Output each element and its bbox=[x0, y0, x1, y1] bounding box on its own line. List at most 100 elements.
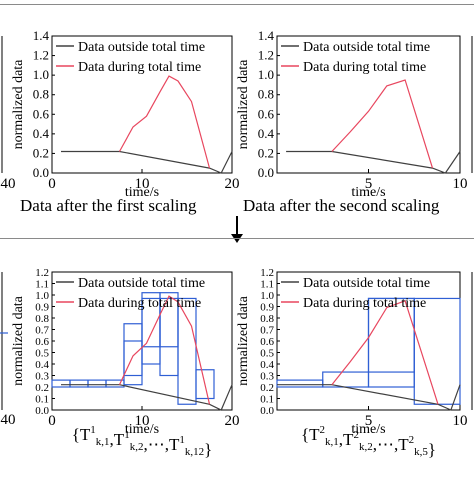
y-tick-label: 0.5 bbox=[35, 348, 49, 360]
caption-part: } bbox=[428, 440, 436, 459]
series-during-line bbox=[331, 300, 439, 405]
caption-part: 1 bbox=[90, 424, 96, 436]
time-window-box bbox=[87, 379, 107, 388]
time-window-box bbox=[276, 379, 324, 388]
x-tick-label: 10 bbox=[135, 176, 150, 192]
chart-panel-2: 0.0 0.2 0.4 0.6 0.8 1.0 1.2 1.4 5 10 time/s normali… bbox=[236, 28, 468, 200]
y-tick-label: 0.7 bbox=[260, 325, 274, 337]
caption-first-scaling: Data after the first scaling bbox=[20, 196, 197, 215]
divider-line bbox=[0, 238, 474, 239]
legend-label-outside: Data outside total time bbox=[78, 276, 205, 291]
y-tick-label: 0.0 bbox=[35, 405, 49, 417]
x-tick-label: 20 bbox=[225, 176, 240, 192]
x-tick-label: 10 bbox=[453, 176, 468, 192]
y-tick-label: 0.2 bbox=[35, 382, 49, 394]
y-tick-label: 0.4 bbox=[258, 126, 275, 141]
y-tick-label: 0.4 bbox=[33, 126, 50, 141]
x-tick-label: 0 bbox=[48, 176, 56, 192]
y-tick-label: 0.8 bbox=[33, 87, 49, 102]
y-axis-label: normalized data bbox=[236, 295, 251, 386]
y-tick-label: 0.1 bbox=[260, 394, 274, 406]
y-tick-label: 1.2 bbox=[33, 48, 49, 63]
y-tick-label: 0.0 bbox=[33, 165, 49, 180]
y-tick-label: 0.4 bbox=[35, 359, 49, 371]
y-tick-label: 0.3 bbox=[35, 371, 49, 383]
y-tick-label: 0.8 bbox=[35, 313, 49, 325]
y-tick-label: 0.6 bbox=[35, 336, 49, 348]
caption-part: ,T bbox=[339, 430, 354, 449]
y-tick-label: 1.1 bbox=[35, 279, 49, 291]
caption-set-notation: {T2k,1,T2k,2,⋯,T2k,5} bbox=[301, 424, 436, 459]
caption-part: 2 bbox=[409, 434, 415, 446]
y-tick-label: 0.6 bbox=[33, 106, 50, 121]
legend-label-outside: Data outside total time bbox=[303, 276, 430, 291]
y-tick-label: 0.9 bbox=[260, 302, 274, 314]
y-tick-label: 1.2 bbox=[260, 267, 274, 279]
caption-part: 2 bbox=[353, 429, 359, 441]
y-tick-label: 0.2 bbox=[258, 145, 274, 160]
plot-frame bbox=[276, 35, 461, 174]
caption-part: k,1 bbox=[325, 436, 339, 448]
y-tick-label: 0.6 bbox=[260, 336, 274, 348]
caption-set-notation: {T1k,1,T1k,2,⋯,T1k,12} bbox=[72, 424, 213, 459]
y-tick-label: 0.7 bbox=[35, 325, 49, 337]
x-tick-label: 20 bbox=[225, 413, 240, 429]
y-tick-label: 1.2 bbox=[258, 48, 274, 63]
caption-part: k,2 bbox=[130, 441, 144, 453]
y-tick-label: 0.0 bbox=[258, 165, 274, 180]
y-tick-label: 1.2 bbox=[35, 267, 49, 279]
time-window-box bbox=[69, 379, 89, 388]
y-tick-label: 0.5 bbox=[260, 348, 274, 360]
x-tick-label: 10 bbox=[453, 413, 468, 429]
caption-part: } bbox=[204, 440, 212, 459]
x-tick-label: 5 bbox=[365, 176, 373, 192]
caption-part: {T bbox=[72, 425, 91, 444]
caption-part: k,12 bbox=[185, 446, 204, 458]
y-axis-label: normalized data bbox=[11, 59, 26, 150]
x-axis-label: time/s bbox=[351, 422, 385, 437]
time-window-box bbox=[195, 369, 215, 400]
caption-part: ,⋯,T bbox=[143, 435, 180, 454]
series-during-line bbox=[331, 79, 434, 169]
y-tick-label: 1.4 bbox=[258, 28, 275, 43]
x-tick-label: 5 bbox=[365, 413, 373, 429]
legend-label-during: Data during total time bbox=[303, 296, 426, 311]
y-tick-label: 0.8 bbox=[260, 313, 274, 325]
legend-label-during: Data during total time bbox=[303, 60, 426, 75]
x-axis-label: time/s bbox=[125, 422, 159, 437]
y-tick-label: 1.1 bbox=[260, 279, 274, 291]
y-axis-label: normalized data bbox=[236, 59, 251, 150]
x-tick-label: 10 bbox=[135, 413, 150, 429]
caption-part: k,1 bbox=[96, 436, 110, 448]
caption-part: 2 bbox=[320, 424, 326, 436]
y-tick-label: 0.8 bbox=[258, 87, 274, 102]
caption-part: k,2 bbox=[359, 441, 373, 453]
y-tick-label: 1.0 bbox=[258, 67, 274, 82]
caption-part: {T bbox=[301, 425, 320, 444]
y-tick-label: 0.6 bbox=[258, 106, 275, 121]
top-divider-line bbox=[0, 4, 474, 5]
x-axis-label: time/s bbox=[125, 185, 159, 200]
time-window-box bbox=[177, 297, 197, 405]
y-tick-label: 0.3 bbox=[260, 371, 274, 383]
y-tick-label: 0.2 bbox=[260, 382, 274, 394]
legend-label-outside: Data outside total time bbox=[78, 40, 205, 55]
x-axis-label: time/s bbox=[351, 185, 385, 200]
caption-part: ,⋯,T bbox=[373, 435, 410, 454]
y-tick-label: 0.9 bbox=[35, 302, 49, 314]
y-tick-label: 1.0 bbox=[33, 67, 49, 82]
time-window-box bbox=[51, 379, 71, 388]
y-tick-label: 1.4 bbox=[33, 28, 50, 43]
series-during-line bbox=[118, 75, 211, 169]
legend-label-outside: Data outside total time bbox=[303, 40, 430, 55]
caption-part: 1 bbox=[179, 434, 185, 446]
left-partial-tick-top: 40 bbox=[1, 176, 16, 192]
y-tick-label: 1.0 bbox=[35, 290, 49, 302]
x-tick-label: 0 bbox=[48, 413, 56, 429]
y-tick-label: 0.2 bbox=[33, 145, 49, 160]
caption-part: 1 bbox=[124, 429, 130, 441]
y-tick-label: 0.4 bbox=[260, 359, 274, 371]
y-tick-label: 1.0 bbox=[260, 290, 274, 302]
